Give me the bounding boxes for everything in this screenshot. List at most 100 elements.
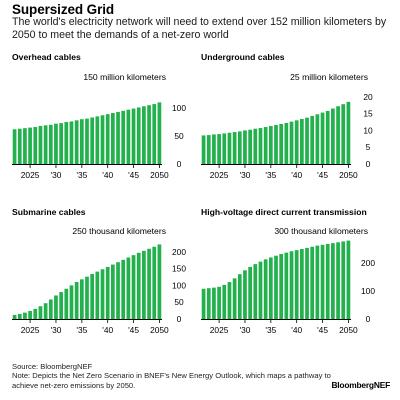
bar-2038 bbox=[284, 252, 289, 319]
x-tick-label: '30 bbox=[240, 170, 251, 180]
bar-2022 bbox=[201, 288, 206, 319]
bar-2045 bbox=[320, 112, 325, 164]
bar-2035 bbox=[79, 279, 84, 319]
brand-logo-text: BloombergNEF bbox=[331, 380, 390, 390]
y-tick-label: 0 bbox=[366, 159, 371, 169]
x-tick-label: 2050 bbox=[339, 325, 358, 335]
bar-2033 bbox=[69, 121, 74, 164]
bar-2035 bbox=[79, 119, 84, 164]
bar-2050 bbox=[157, 244, 162, 319]
x-tick-label: '40 bbox=[102, 325, 113, 335]
bar-2022 bbox=[201, 135, 206, 164]
bar-2029 bbox=[48, 124, 53, 164]
bar-2040 bbox=[105, 266, 110, 319]
bar-2025 bbox=[28, 127, 32, 164]
bar-2050 bbox=[346, 240, 351, 319]
bar-2046 bbox=[136, 252, 141, 319]
bar-2038 bbox=[95, 116, 100, 164]
bar-2049 bbox=[341, 241, 346, 319]
bar-2024 bbox=[23, 312, 27, 319]
y-tick-label: 0 bbox=[366, 314, 371, 324]
bar-2023 bbox=[17, 313, 22, 319]
y-tick-label: 200 bbox=[361, 258, 375, 268]
x-tick-label: '35 bbox=[76, 325, 87, 335]
bar-2047 bbox=[331, 243, 335, 319]
y-tick-label: 50 bbox=[174, 131, 184, 141]
bar-2024 bbox=[212, 134, 216, 164]
bar-2040 bbox=[294, 250, 299, 319]
x-tick-label: 2050 bbox=[339, 170, 358, 180]
bar-2048 bbox=[336, 106, 340, 164]
bar-2034 bbox=[74, 120, 79, 164]
bar-2034 bbox=[74, 282, 79, 319]
y-tick-label: 100 bbox=[361, 286, 375, 296]
y-tick-label: 20 bbox=[363, 92, 373, 102]
bar-2025 bbox=[217, 286, 221, 319]
bar-2029 bbox=[237, 274, 242, 319]
bar-2025 bbox=[28, 310, 32, 319]
panel-title-submarine: Submarine cables bbox=[12, 207, 86, 217]
bar-2031 bbox=[248, 266, 252, 319]
bar-2022 bbox=[12, 314, 17, 319]
bar-2027 bbox=[38, 306, 43, 319]
bar-2037 bbox=[279, 254, 284, 319]
bar-2050 bbox=[157, 102, 162, 164]
bar-2050 bbox=[346, 101, 351, 164]
x-tick-label: '35 bbox=[265, 325, 276, 335]
bar-2031 bbox=[248, 129, 252, 164]
bar-2049 bbox=[152, 246, 157, 319]
x-tick-label: '35 bbox=[76, 170, 87, 180]
x-tick-label: 2025 bbox=[210, 325, 229, 335]
submarine-cables-chart: 0 50 100 150 200 2025 '30 '35 '40 '45 2050 bbox=[12, 244, 186, 335]
bar-2048 bbox=[147, 248, 151, 319]
x-tick-label: '45 bbox=[317, 170, 328, 180]
bar-2038 bbox=[284, 123, 289, 164]
bar-2045 bbox=[131, 108, 136, 164]
y-tick-label: 0 bbox=[177, 314, 182, 324]
bar-2042 bbox=[305, 247, 309, 319]
bar-2041 bbox=[300, 118, 304, 164]
bar-2028 bbox=[232, 278, 237, 319]
bar-2041 bbox=[300, 249, 304, 319]
y-tick-label: 150 bbox=[172, 264, 186, 274]
y-tick-label: 0 bbox=[177, 159, 182, 169]
x-tick-label: '45 bbox=[317, 325, 328, 335]
y-tick-label: 50 bbox=[174, 297, 184, 307]
panel-title-underground: Underground cables bbox=[201, 52, 285, 62]
y-tick-label: 100 bbox=[172, 280, 186, 290]
bar-2045 bbox=[131, 255, 136, 319]
bar-2028 bbox=[232, 132, 237, 164]
bar-2032 bbox=[64, 288, 69, 319]
bar-2029 bbox=[237, 131, 242, 164]
bar-2028 bbox=[43, 125, 48, 164]
bar-2044 bbox=[315, 245, 320, 319]
bar-2023 bbox=[17, 128, 22, 164]
x-tick-label: '30 bbox=[51, 325, 62, 335]
panel-unit-hvdc: 300 thousand kilometers bbox=[274, 226, 368, 236]
x-tick-label: 2050 bbox=[150, 170, 169, 180]
bar-2041 bbox=[111, 264, 115, 319]
bar-2044 bbox=[126, 257, 131, 319]
source-text: Source: BloombergNEF bbox=[12, 362, 93, 371]
overhead-cables-chart: 0 50 100 2025 '30 '35 '40 '45 2050 bbox=[12, 102, 186, 180]
bar-2046 bbox=[136, 107, 141, 164]
source-note: Source: BloombergNEF Note: Depicts the N… bbox=[12, 362, 332, 390]
bar-2046 bbox=[325, 110, 330, 164]
bar-2043 bbox=[121, 259, 126, 319]
bar-2033 bbox=[258, 261, 263, 319]
bar-2040 bbox=[294, 120, 299, 164]
bar-2036 bbox=[274, 255, 278, 319]
bar-2034 bbox=[263, 127, 268, 164]
bar-2047 bbox=[142, 106, 146, 164]
bar-2029 bbox=[48, 299, 53, 319]
bar-2031 bbox=[59, 292, 63, 319]
bar-2044 bbox=[126, 109, 131, 164]
bar-2039 bbox=[100, 115, 105, 164]
panel-unit-overhead: 150 million kilometers bbox=[83, 72, 166, 82]
bar-2043 bbox=[310, 115, 315, 164]
bar-2049 bbox=[152, 104, 157, 164]
y-tick-label: 15 bbox=[363, 109, 373, 119]
bar-2036 bbox=[85, 118, 89, 164]
bar-2045 bbox=[320, 244, 325, 319]
bar-2041 bbox=[111, 113, 115, 164]
